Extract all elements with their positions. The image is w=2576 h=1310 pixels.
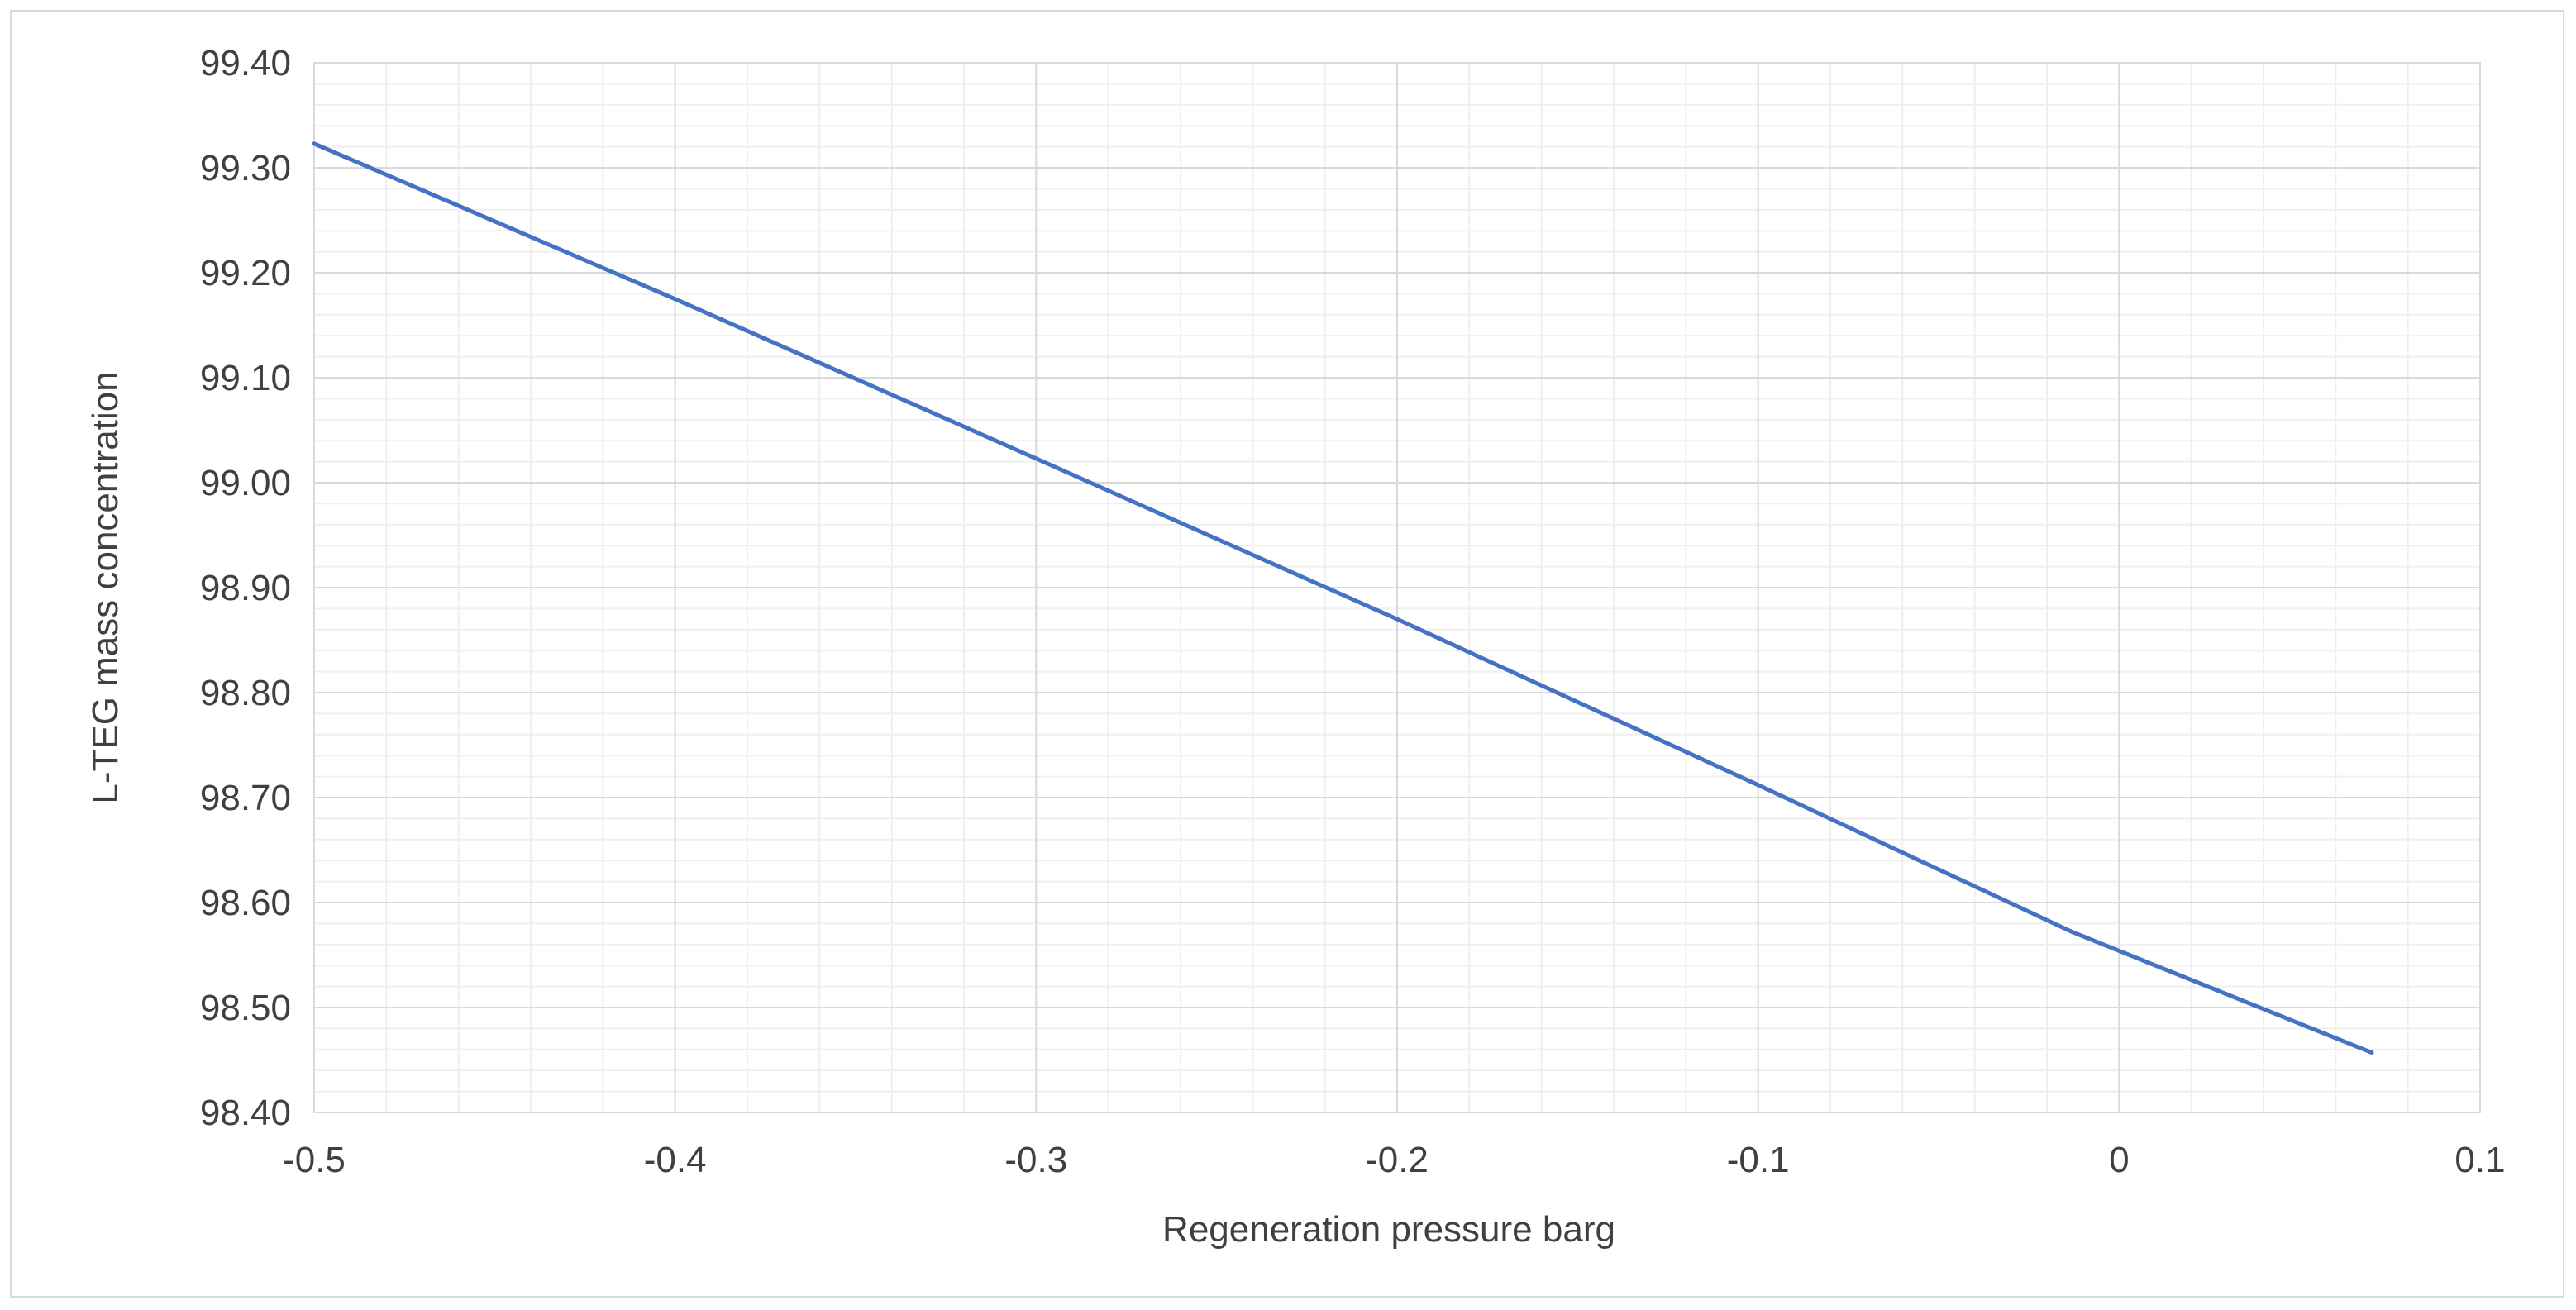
x-axis-title: Regeneration pressure barg: [1162, 1209, 1615, 1250]
major-gridlines: [313, 62, 2481, 1113]
y-tick-label: 99.10: [200, 358, 291, 398]
x-tick-label: -0.5: [283, 1140, 346, 1180]
x-axis-tick-labels: -0.5 -0.4 -0.3 -0.2 -0.1 0 0.1: [283, 1140, 2506, 1180]
y-axis-tick-labels: 98.40 98.50 98.60 98.70 98.80 98.90 99.00 99.10…: [200, 43, 291, 1133]
x-tick-label: -0.1: [1727, 1140, 1790, 1180]
y-tick-label: 98.70: [200, 778, 291, 818]
series-line: [312, 141, 2374, 1055]
y-tick-label: 99.40: [200, 43, 291, 83]
x-tick-label: -0.3: [1004, 1140, 1067, 1180]
y-tick-label: 98.80: [200, 673, 291, 713]
y-tick-label: 98.60: [200, 883, 291, 923]
y-tick-label: 98.50: [200, 988, 291, 1028]
x-tick-label: -0.4: [644, 1140, 707, 1180]
x-tick-label: 0: [2109, 1140, 2129, 1180]
y-tick-label: 99.20: [200, 253, 291, 293]
plot-area-border: [313, 62, 2481, 1113]
y-tick-label: 99.30: [200, 148, 291, 188]
y-tick-label: 98.40: [200, 1093, 291, 1133]
x-tick-label: -0.2: [1366, 1140, 1429, 1180]
chart-frame: [10, 10, 2564, 1298]
x-tick-label: 0.1: [2454, 1140, 2505, 1180]
y-tick-label: 99.00: [200, 463, 291, 503]
series-layer: [312, 141, 2374, 1055]
y-axis-title: L-TEG mass concentration: [85, 371, 126, 803]
y-tick-label: 98.90: [200, 568, 291, 608]
